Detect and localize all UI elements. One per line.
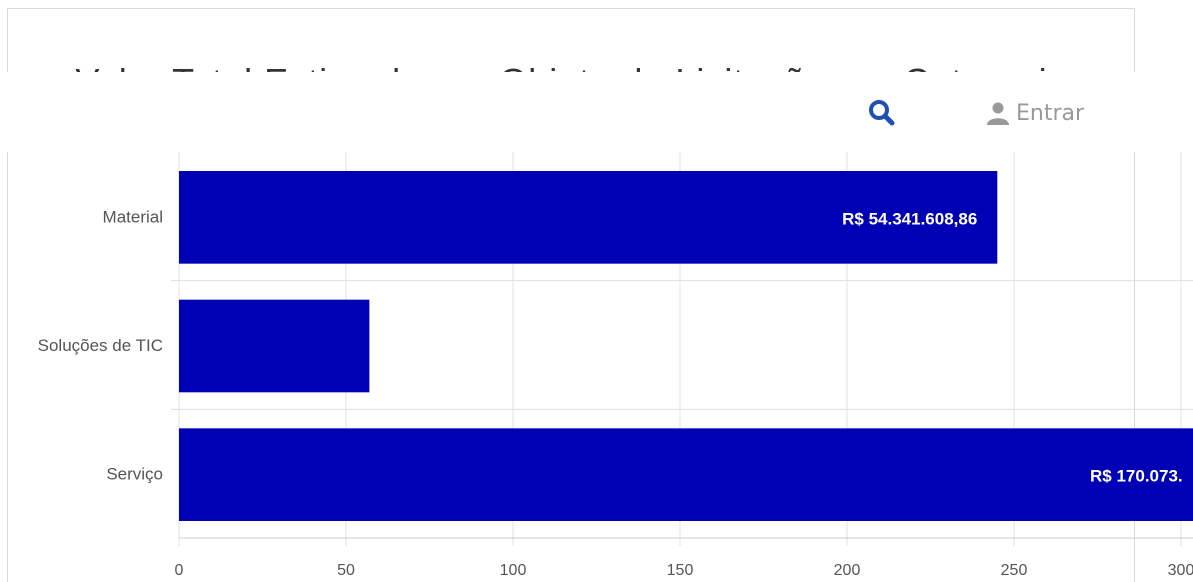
- x-tick-label: 200: [834, 562, 861, 579]
- bar: [179, 428, 1193, 521]
- category-label: Soluções de TIC: [38, 336, 163, 355]
- category-label: Serviço: [106, 465, 163, 484]
- x-tick-label: 150: [667, 562, 694, 579]
- x-tick-label: 50: [337, 562, 355, 579]
- login-label: Entrar: [1016, 100, 1085, 126]
- bar-value-label: R$ 54.341.608,86: [842, 209, 977, 228]
- login-button[interactable]: Entrar: [986, 98, 1084, 128]
- x-tick-label: 250: [1001, 562, 1028, 579]
- x-tick-label: 0: [175, 562, 184, 579]
- search-button[interactable]: [866, 98, 898, 128]
- bar-value-label: R$ 170.073.: [1090, 467, 1183, 486]
- user-icon: [987, 102, 1009, 125]
- bar: [179, 299, 370, 393]
- category-label: Material: [103, 207, 163, 226]
- bar: [179, 171, 998, 264]
- x-tick-label: 100: [500, 562, 527, 579]
- x-tick-label: 300: [1168, 562, 1193, 579]
- search-icon: [869, 100, 895, 126]
- top-navbar: Entrar: [0, 72, 1193, 152]
